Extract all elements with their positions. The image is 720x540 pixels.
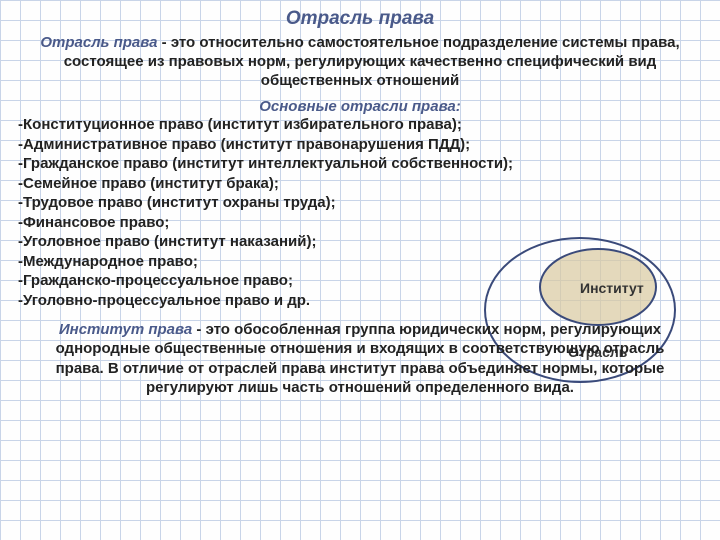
list-item: -Уголовное право (институт наказаний); xyxy=(18,232,702,252)
definition-branch-text: - это относительно самостоятельное подра… xyxy=(64,34,680,89)
definition-branch: Отрасль права - это относительно самосто… xyxy=(24,34,696,90)
list-item: -Трудовое право (институт охраны труда); xyxy=(18,193,702,213)
page-title: Отрасль права xyxy=(18,8,702,30)
list-item: -Финансовое право; xyxy=(18,213,702,233)
list-item: -Уголовно-процессуальное право и др. xyxy=(18,291,702,311)
list-item: -Гражданское право (институт интеллектуа… xyxy=(18,154,702,174)
list-heading: Основные отрасли права: xyxy=(18,98,702,115)
list-item: -Семейное право (институт брака); xyxy=(18,174,702,194)
list-item: -Конституционное право (институт избират… xyxy=(18,115,702,135)
term-branch: Отрасль права xyxy=(40,34,157,51)
list-item: -Международное право; xyxy=(18,252,702,272)
list-item: -Административное право (институт правон… xyxy=(18,135,702,155)
list-item: -Гражданско-процессуальное право; xyxy=(18,271,702,291)
term-institute: Институт права xyxy=(59,321,192,338)
definition-institute: Институт права - это обособленная группа… xyxy=(36,320,684,397)
branches-list: -Конституционное право (институт избират… xyxy=(18,115,702,310)
